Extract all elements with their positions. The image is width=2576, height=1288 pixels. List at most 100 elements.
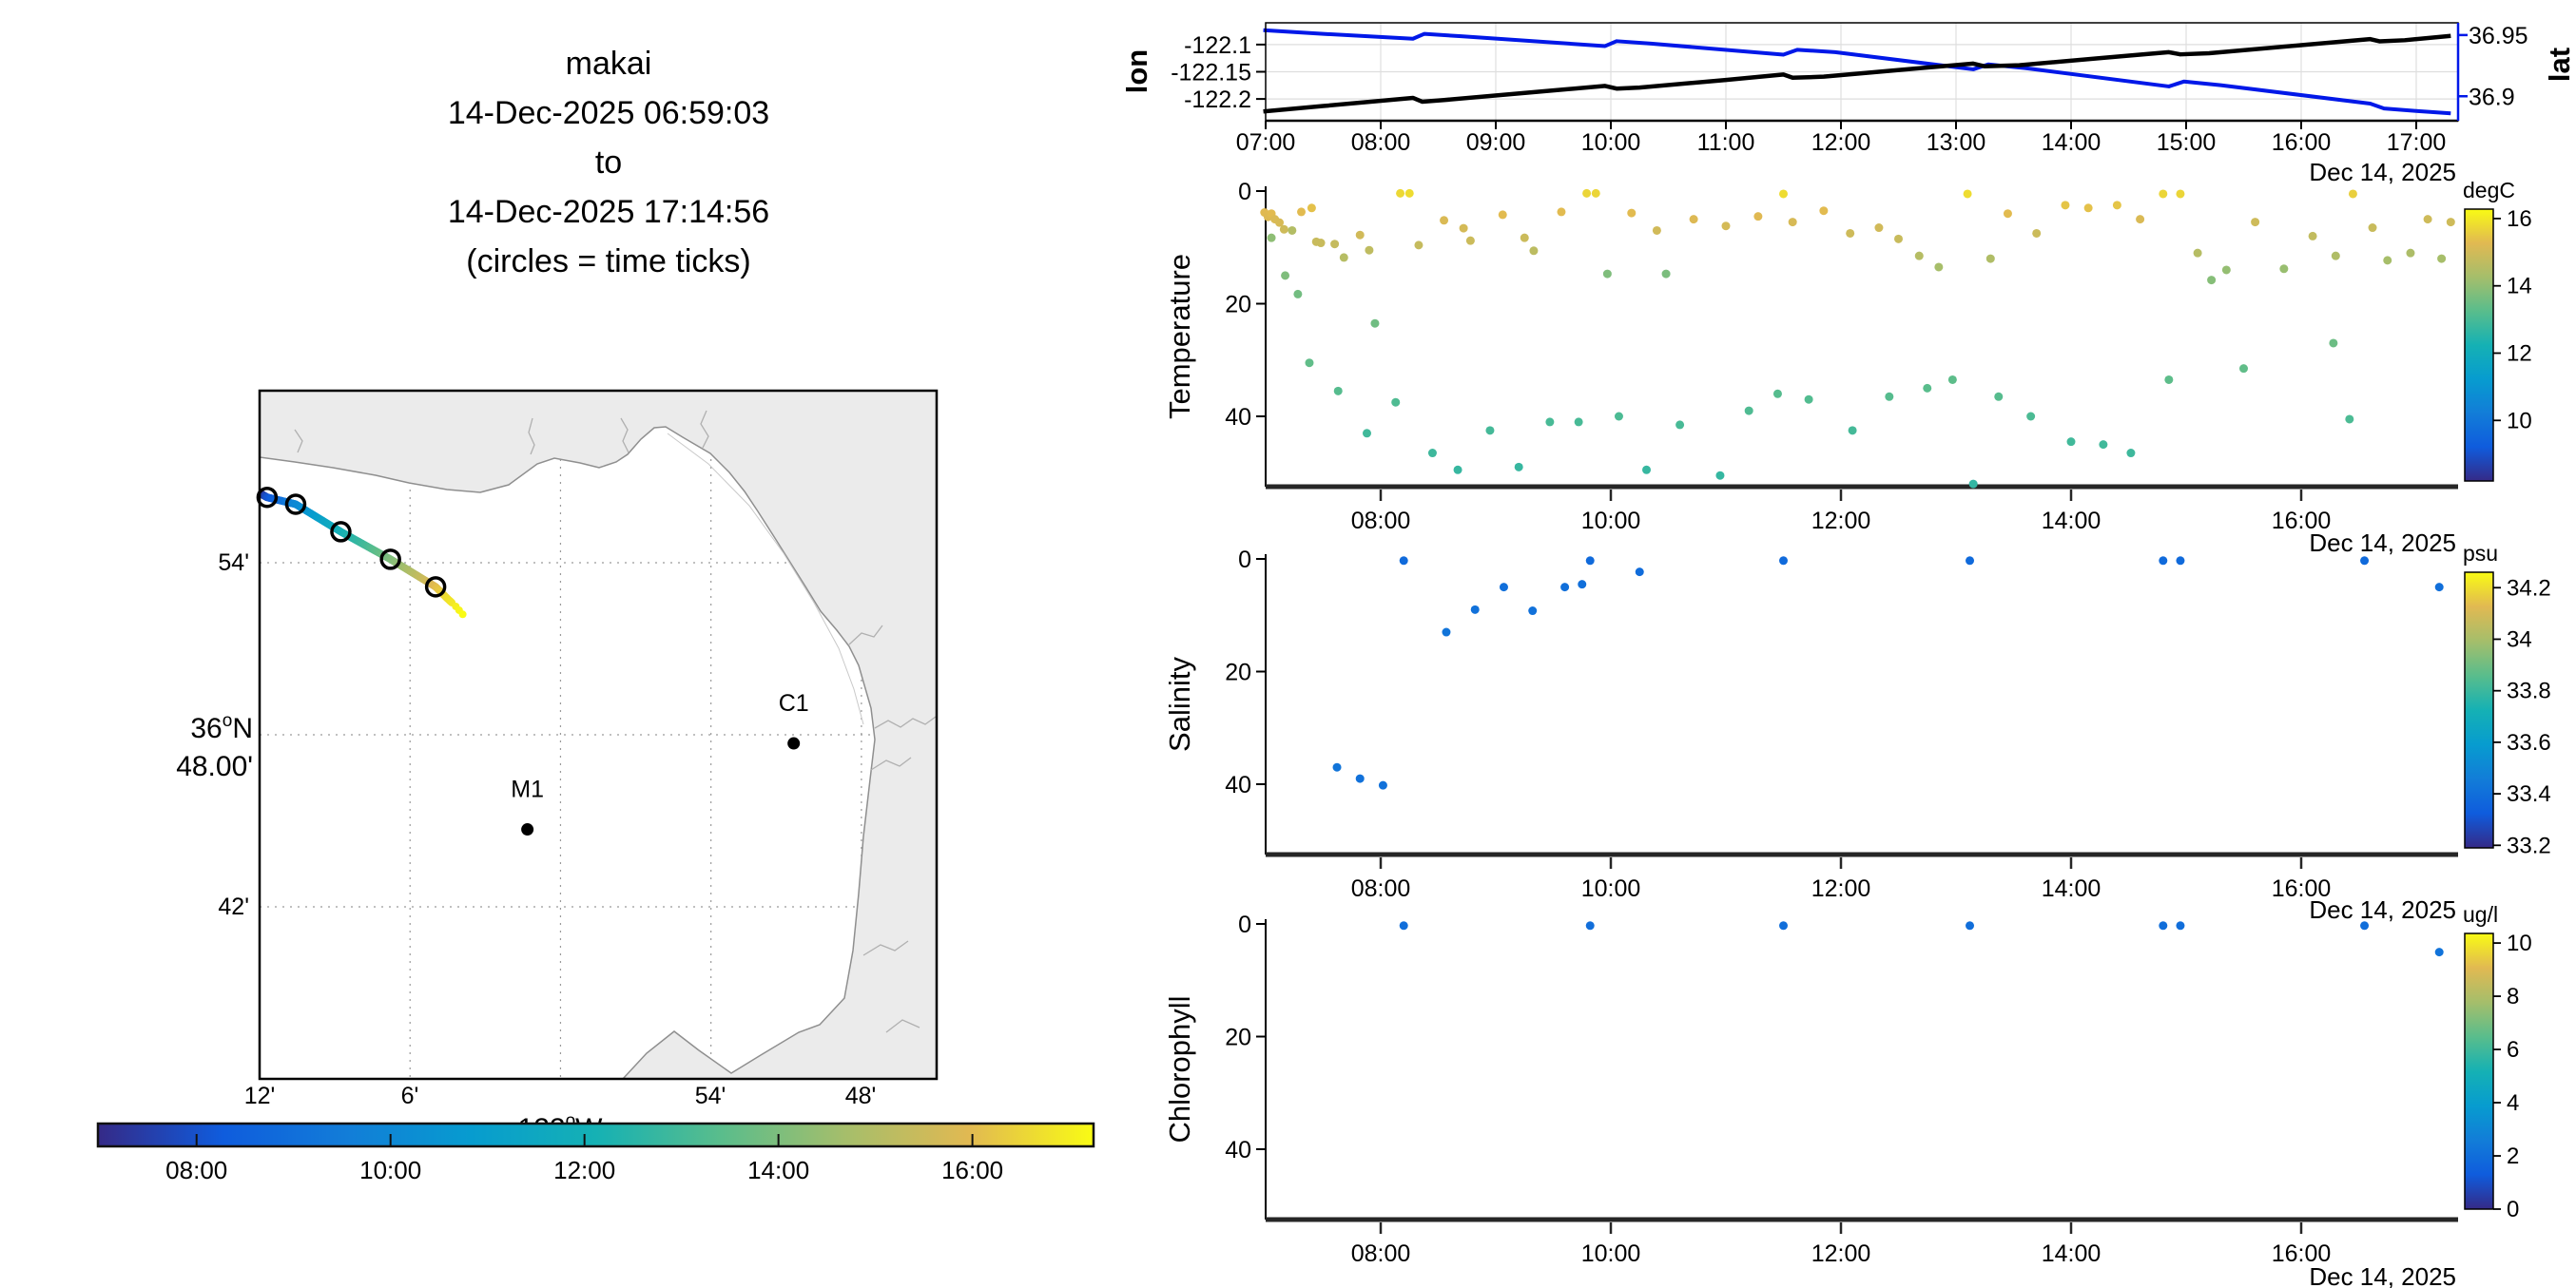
scatter-point [1267, 233, 1276, 242]
scatter-point [2083, 203, 2093, 213]
map-panel: C1 M1 54' 42' 12' 6' 54' 48' 36oN 48.00' … [96, 389, 1095, 1184]
scatter-point [2446, 218, 2455, 227]
mooring-stations: C1 M1 [511, 690, 809, 836]
depth-tick-label: 40 [1225, 404, 1251, 431]
x-tick-label: 12:00 [1811, 875, 1871, 902]
scatter-point [1947, 375, 1957, 384]
scatter-point [1675, 420, 1685, 430]
scatter-point [2159, 556, 2168, 566]
colorbar-tick-label: 16 [2507, 206, 2532, 232]
ylabel-lat: lat [2543, 48, 2576, 82]
lon-line [1263, 33, 2451, 114]
scatter-point [1582, 188, 1592, 198]
scatter-point [1994, 392, 2004, 401]
x-tick-label: 16:00 [2272, 1240, 2332, 1267]
scatter-point [1985, 254, 1995, 263]
degree-symbol: o [223, 711, 233, 731]
date-label: Dec 14, 2025 [2309, 529, 2456, 557]
map-xtick-6: 6' [401, 1083, 419, 1109]
colorbar-tick-label: 33.8 [2507, 679, 2551, 704]
date-label: Dec 14, 2025 [2309, 158, 2456, 186]
scatter-point [1968, 479, 1978, 489]
title-end-time: 14-Dec-2025 17:14:56 [448, 194, 769, 230]
scatter-point [1963, 189, 1972, 199]
map-ylabel-deg: 36 [190, 713, 222, 744]
scatter-point [1465, 236, 1475, 245]
plot-position: 07:00 08:00 09:00 10:00 11:00 12:00 13:00 14:00… [1120, 22, 2576, 186]
depth-tick-label: 0 [1238, 547, 1251, 573]
scatter-point [2126, 449, 2136, 458]
colorbar-tick-label: 10 [2507, 408, 2532, 433]
title-to: to [595, 144, 622, 181]
x-tick-label: 14:00 [2042, 129, 2101, 156]
colorbar-tick-label: 8 [2507, 984, 2519, 1009]
colorbar-ug/l [2464, 932, 2494, 1210]
date-label: Dec 14, 2025 [2309, 1262, 2456, 1288]
x-tick-label: 17:00 [2387, 129, 2447, 156]
scatter-point [1330, 240, 1340, 249]
colorbar-title: ug/l [2463, 902, 2498, 927]
scatter-point [2239, 364, 2248, 374]
time-tick-circle [256, 486, 279, 509]
scatter-point [1529, 246, 1539, 256]
map-xtick-12: 12' [244, 1083, 276, 1109]
scatter-point [2176, 556, 2185, 566]
colorbar-tick-label: 0 [2507, 1197, 2519, 1222]
time-colorbar-tick-label: 10:00 [359, 1156, 421, 1184]
scatter-point [1652, 225, 1661, 235]
depth-tick-label: 20 [1225, 660, 1251, 686]
title-legend-note: (circles = time ticks) [466, 243, 750, 279]
timeseries-plots: 07:00 08:00 09:00 10:00 11:00 12:00 13:00 14:00… [1120, 22, 2576, 1288]
map-axis-labels: 54' 42' 12' 6' 54' 48' 36oN 48.00' 122oW [176, 549, 876, 1144]
colorbar-tick-label: 33.6 [2507, 730, 2551, 756]
scatter-point [1779, 921, 1788, 931]
scatter-point [1288, 225, 1297, 235]
scatter-point [1297, 207, 1307, 217]
map-xtick-48: 48' [845, 1083, 877, 1109]
scatter-point [1275, 218, 1285, 227]
depth-tick-label: 40 [1225, 772, 1251, 798]
scatter-point [1585, 556, 1595, 566]
scatter-point [2176, 189, 2185, 199]
scatter-point [1661, 269, 1671, 279]
scatter-point [1602, 269, 1612, 279]
x-tick-label: 10:00 [1581, 875, 1641, 902]
x-tick-label: 16:00 [2272, 875, 2332, 902]
scatter-point [2279, 264, 2289, 274]
scatter-point [1378, 780, 1387, 790]
colorbar-tick-label: 33.4 [2507, 781, 2551, 807]
time-colorbar-bar [96, 1122, 1095, 1148]
track-dot [458, 610, 467, 619]
plot-salinity: 0 20 40 08:00 10:00 12:00 14:00 16:00 Salinity De… [1163, 541, 2551, 924]
x-tick-label: 08:00 [1351, 1240, 1411, 1267]
scatter-point [2164, 375, 2174, 384]
scatter-point [2360, 556, 2370, 566]
time-colorbar-tick-label: 08:00 [165, 1156, 227, 1184]
colorbar-tick-label: 12 [2507, 340, 2532, 366]
map-ytick-42: 42' [218, 894, 249, 920]
lon-tick-label: -122.1 [1184, 32, 1251, 59]
scatter-point [2434, 948, 2444, 957]
map-ylabel-minutes: 48.00' [176, 751, 253, 782]
scatter-point [2136, 215, 2145, 224]
time-colorbar-tick-label: 12:00 [553, 1156, 615, 1184]
scatter-point [1614, 412, 1623, 421]
ylabel-chlorophyll: Chlorophyll [1163, 995, 1196, 1143]
scatter-point [1819, 206, 1829, 216]
scatter-point [2360, 921, 2370, 931]
scatter-point [1779, 556, 1788, 566]
scatter-point [1804, 394, 1813, 404]
scatter-point [1399, 921, 1408, 931]
time-tick-circle [330, 521, 352, 543]
scatter-point [2221, 265, 2231, 275]
scatter-point [1885, 392, 1894, 401]
scatter-point [1414, 240, 1424, 250]
time-colorbar: 08:00 10:00 12:00 14:00 16:00 [96, 1122, 1095, 1184]
scatter-point [1585, 921, 1595, 931]
lat-line [1263, 28, 2451, 116]
x-tick-label: 16:00 [2272, 508, 2332, 534]
scatter-point [2193, 248, 2202, 258]
scatter-point [1427, 449, 1437, 458]
scatter-point [2348, 189, 2357, 199]
